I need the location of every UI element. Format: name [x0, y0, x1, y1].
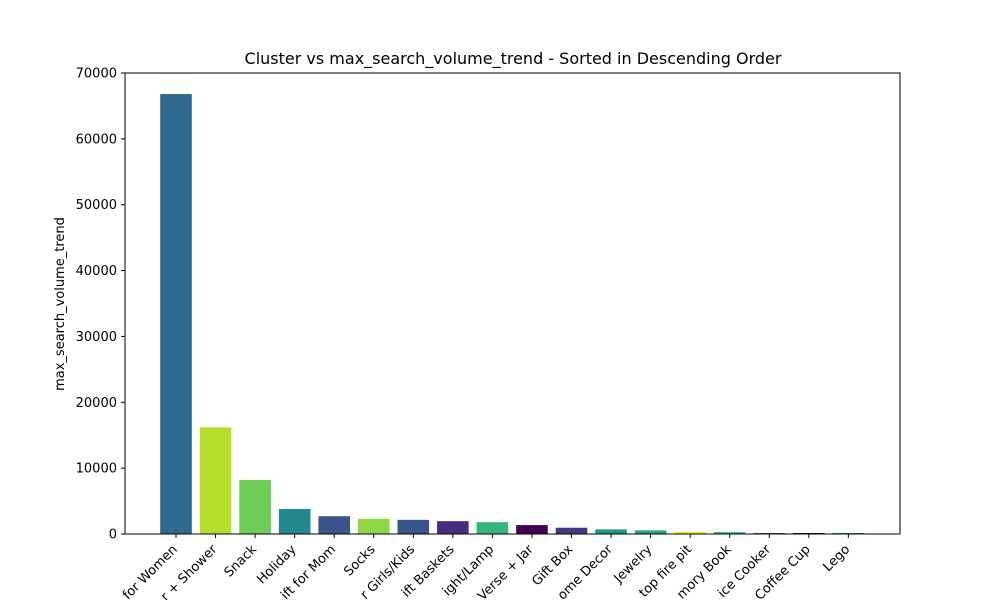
- plot-frame: [124, 72, 901, 535]
- y-tick-label: 60000: [76, 132, 117, 147]
- bar: [318, 516, 350, 534]
- bar: [634, 530, 667, 534]
- bar: [674, 532, 706, 534]
- bar: [278, 508, 311, 534]
- bar: [199, 427, 232, 534]
- bar: [239, 479, 271, 534]
- bar: [357, 518, 390, 534]
- y-tick-label: 70000: [76, 67, 117, 82]
- bar: [595, 529, 627, 534]
- y-tick-label: 20000: [76, 396, 117, 411]
- y-axis-label: max_search_volume_trend: [53, 217, 68, 391]
- y-tick-label: 30000: [76, 330, 117, 345]
- bar: [713, 532, 746, 534]
- bar: [476, 522, 509, 534]
- bar: [516, 525, 548, 534]
- y-tick-label: 10000: [76, 462, 117, 477]
- x-tick-label: Socks: [341, 542, 378, 579]
- y-tick-label: 40000: [76, 264, 117, 279]
- x-tick-label: Snack: [222, 542, 261, 581]
- bar: [397, 519, 430, 534]
- chart-title: Cluster vs max_search_volume_trend - Sor…: [245, 49, 782, 69]
- y-tick-label: 50000: [76, 198, 117, 213]
- bars-group: [160, 94, 865, 535]
- bar: [160, 94, 192, 535]
- x-tick-label: Lego: [820, 542, 853, 575]
- bar: [555, 527, 588, 534]
- y-axis-ticks: 0 10000 20000 30000 40000 50000 60000 70000: [76, 67, 125, 543]
- y-tick-label: 0: [109, 528, 117, 543]
- bar: [437, 521, 469, 534]
